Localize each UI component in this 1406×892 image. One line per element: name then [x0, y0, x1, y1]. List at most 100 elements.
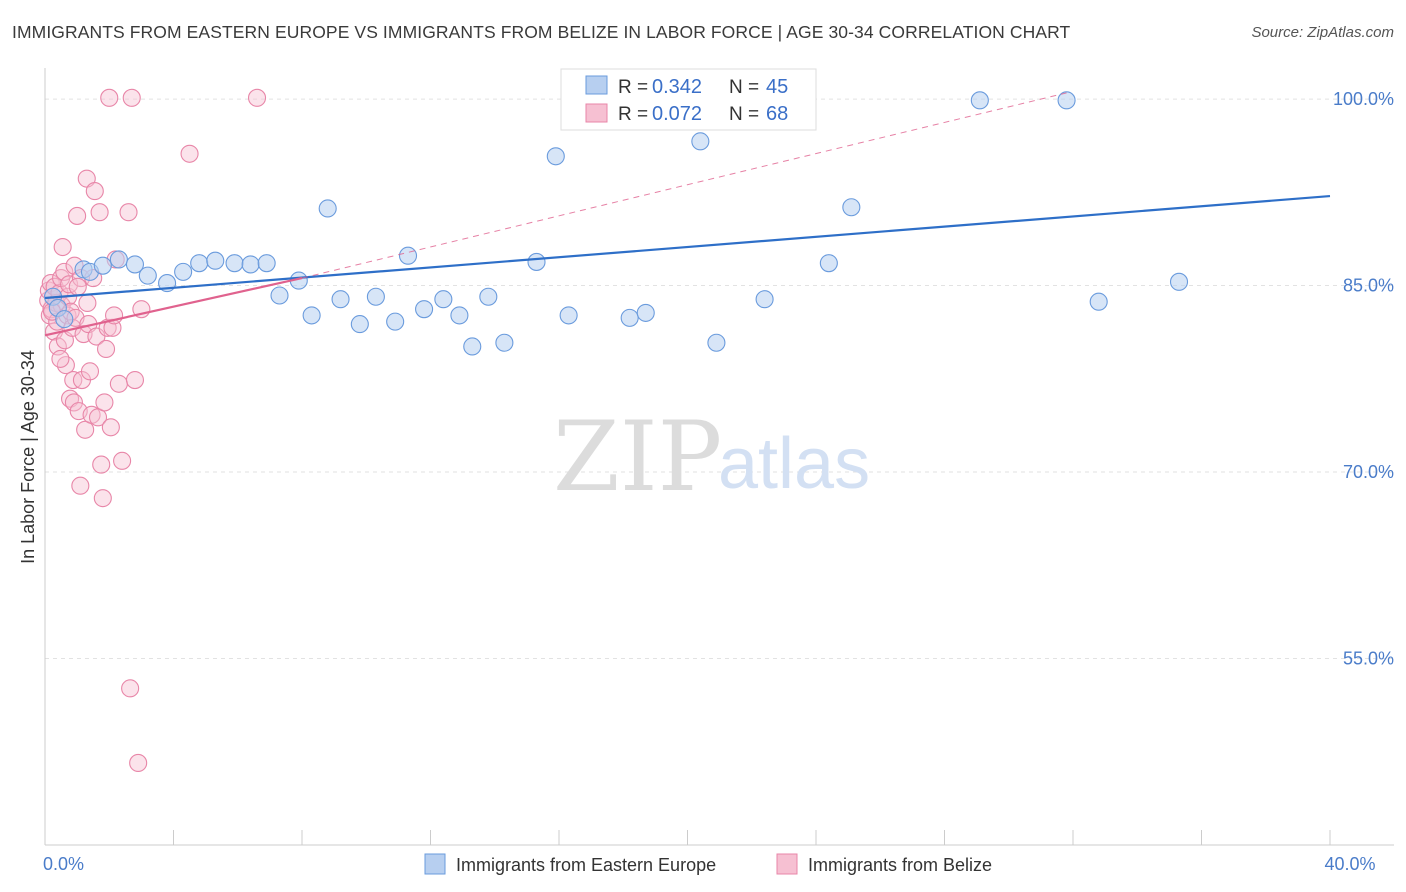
belize-trend-line	[44, 277, 303, 337]
x-axis-tick-labels: 0.0% 40.0%	[43, 854, 1376, 874]
eastern-europe-point-30	[495, 333, 514, 352]
chart-title: IMMIGRANTS FROM EASTERN EUROPE VS IMMIGR…	[12, 22, 1071, 42]
eastern-europe-point-28	[463, 337, 482, 356]
eastern-europe-point-32	[546, 147, 565, 166]
x-tick-label-0: 0.0%	[43, 854, 84, 874]
x-tick-label-1: 40.0%	[1324, 854, 1375, 874]
eastern-europe-point-18	[302, 306, 321, 325]
watermark-atlas: atlas	[718, 424, 870, 504]
eastern-europe-point-41	[970, 91, 989, 110]
eastern-europe-point-34	[620, 308, 639, 327]
legend-swatch-eastern-europe	[424, 853, 446, 875]
eastern-europe-point-20	[331, 290, 350, 309]
belize-point-44	[90, 203, 109, 222]
y-axis-tick-labels: 100.0% 85.0% 70.0% 55.0%	[1333, 89, 1394, 668]
belize-point-59	[122, 88, 141, 107]
eastern-europe-point-10	[174, 262, 193, 281]
belize-point-50	[100, 88, 119, 107]
eastern-europe-point-23	[386, 312, 405, 331]
belize-point-41	[85, 182, 104, 201]
eastern-europe-point-15	[257, 254, 276, 273]
eastern-europe-point-21	[350, 315, 369, 334]
belize-point-56	[113, 451, 132, 470]
trend-lines	[44, 92, 1331, 337]
y-tick-label-2: 70.0%	[1343, 462, 1394, 482]
eastern-europe-point-39	[819, 254, 838, 273]
belize-point-34	[76, 420, 95, 439]
legend-label-eastern-europe: Immigrants from Eastern Europe	[456, 855, 716, 875]
belize-point-51	[101, 418, 120, 437]
stats-r-value-1: 0.342	[652, 76, 702, 98]
belize-point-67	[68, 277, 87, 296]
eastern-europe-point-36	[691, 132, 710, 151]
belize-point-38	[80, 362, 100, 381]
eastern-europe-point-44	[1169, 272, 1189, 291]
eastern-europe-point-22	[366, 287, 385, 306]
stats-swatch-pink	[585, 103, 608, 123]
legend: Immigrants from Eastern Europe Immigrant…	[424, 853, 992, 875]
belize-point-30	[71, 476, 90, 495]
stats-n-value-2: 68	[766, 103, 788, 125]
stats-n-value-1: 45	[766, 76, 788, 98]
eastern-europe-point-8	[138, 266, 157, 285]
stats-r-value-2: 0.072	[652, 103, 702, 125]
y-tick-label-3: 55.0%	[1343, 649, 1394, 669]
watermark-zip: ZIP	[553, 401, 722, 513]
eastern-europe-point-7	[125, 255, 144, 274]
grid-lines	[45, 98, 1394, 660]
stats-r-label-2: R =	[618, 104, 648, 125]
belize-point-61	[129, 753, 148, 772]
belize-point-66	[51, 349, 70, 368]
belize-point-60	[125, 370, 144, 390]
eastern-europe-point-13	[225, 254, 244, 273]
eastern-europe-point-35	[636, 303, 655, 322]
belize-point-58	[121, 679, 140, 698]
eastern-europe-trend-line	[44, 194, 1331, 300]
eastern-europe-points	[43, 91, 1189, 356]
belize-point-45	[92, 455, 111, 474]
eastern-europe-point-25	[415, 300, 434, 319]
belize-point-47	[95, 393, 114, 412]
eastern-europe-point-27	[450, 306, 469, 325]
eastern-europe-point-6	[109, 250, 128, 269]
stats-box: R = 0.342 N = 45 R = 0.072 N = 68	[560, 68, 817, 131]
eastern-europe-point-19	[318, 199, 337, 218]
belize-point-36	[78, 293, 97, 313]
y-tick-label-0: 100.0%	[1333, 89, 1394, 109]
x-axis-ticks	[173, 830, 1331, 845]
y-axis-title: In Labor Force | Age 30-34	[18, 350, 38, 564]
belize-point-57	[119, 203, 138, 222]
stats-n-label-2: N =	[729, 104, 759, 125]
belize-point-48	[96, 339, 116, 359]
belize-point-55	[109, 374, 128, 393]
eastern-europe-point-5	[93, 256, 112, 275]
eastern-europe-point-14	[241, 255, 260, 274]
eastern-europe-point-40	[842, 198, 861, 217]
stats-n-label-1: N =	[729, 77, 759, 98]
eastern-europe-point-33	[559, 306, 578, 325]
legend-label-belize: Immigrants from Belize	[808, 855, 992, 875]
belize-point-25	[64, 393, 83, 412]
eastern-europe-point-24	[398, 246, 418, 265]
belize-points	[39, 88, 267, 772]
legend-swatch-belize	[776, 853, 798, 875]
belize-point-28	[68, 206, 87, 225]
eastern-europe-point-11	[190, 254, 209, 273]
y-tick-label-1: 85.0%	[1343, 276, 1394, 296]
eastern-europe-point-31	[527, 252, 546, 271]
stats-r-label-1: R =	[618, 77, 648, 98]
belize-point-64	[247, 88, 267, 107]
stats-swatch-blue	[585, 75, 608, 95]
eastern-europe-point-38	[755, 290, 774, 309]
eastern-europe-point-29	[479, 287, 498, 306]
eastern-europe-point-16	[270, 286, 289, 305]
belize-point-14	[53, 237, 72, 257]
eastern-europe-point-43	[1089, 292, 1108, 311]
eastern-europe-point-12	[206, 251, 225, 270]
belize-point-63	[180, 144, 199, 163]
eastern-europe-point-37	[707, 333, 726, 352]
eastern-europe-point-42	[1057, 91, 1076, 110]
eastern-europe-point-2	[55, 310, 74, 329]
eastern-europe-point-26	[434, 290, 453, 309]
